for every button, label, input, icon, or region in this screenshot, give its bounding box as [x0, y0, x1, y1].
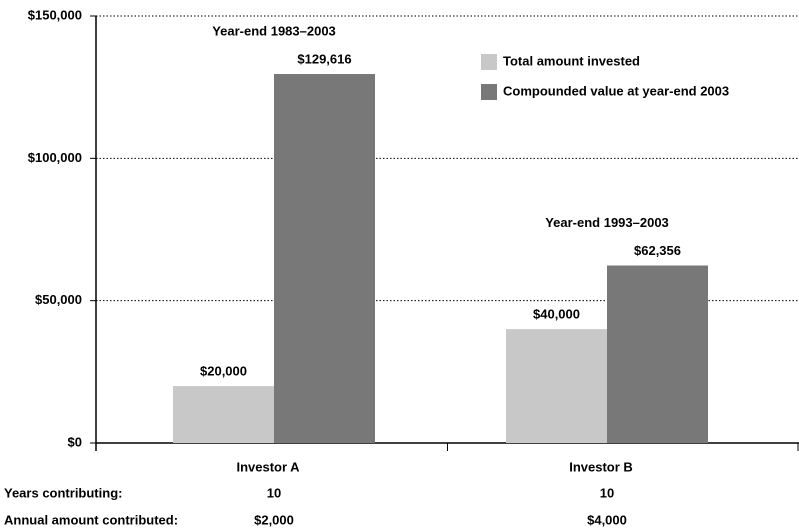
row-value: 10	[600, 485, 614, 500]
y-tick-label: $0	[68, 434, 82, 449]
bar	[506, 329, 607, 443]
value-label: $20,000	[200, 364, 247, 379]
row-label: Years contributing:	[4, 485, 122, 500]
y-tick-label: $50,000	[35, 292, 82, 307]
bar	[274, 74, 375, 443]
y-tick-label: $100,000	[28, 150, 82, 165]
x-tick-label: Investor B	[569, 459, 633, 474]
row-value: $2,000	[254, 512, 294, 527]
value-label: $62,356	[634, 243, 681, 258]
legend-label: Total amount invested	[503, 53, 640, 68]
legend-label: Compounded value at year-end 2003	[503, 83, 729, 98]
bar	[607, 265, 708, 443]
y-tick-label: $150,000	[28, 7, 82, 22]
legend-swatch	[481, 84, 497, 100]
row-value: $4,000	[587, 512, 627, 527]
annotation: Year-end 1983–2003	[212, 23, 336, 38]
bar	[173, 386, 274, 443]
annotation: Year-end 1993–2003	[545, 215, 669, 230]
value-label: $129,616	[297, 51, 351, 66]
row-value: 10	[267, 485, 281, 500]
row-label: Annual amount contributed:	[4, 512, 178, 527]
x-tick-label: Investor A	[236, 459, 300, 474]
value-label: $40,000	[533, 307, 580, 322]
legend-swatch	[481, 54, 497, 70]
